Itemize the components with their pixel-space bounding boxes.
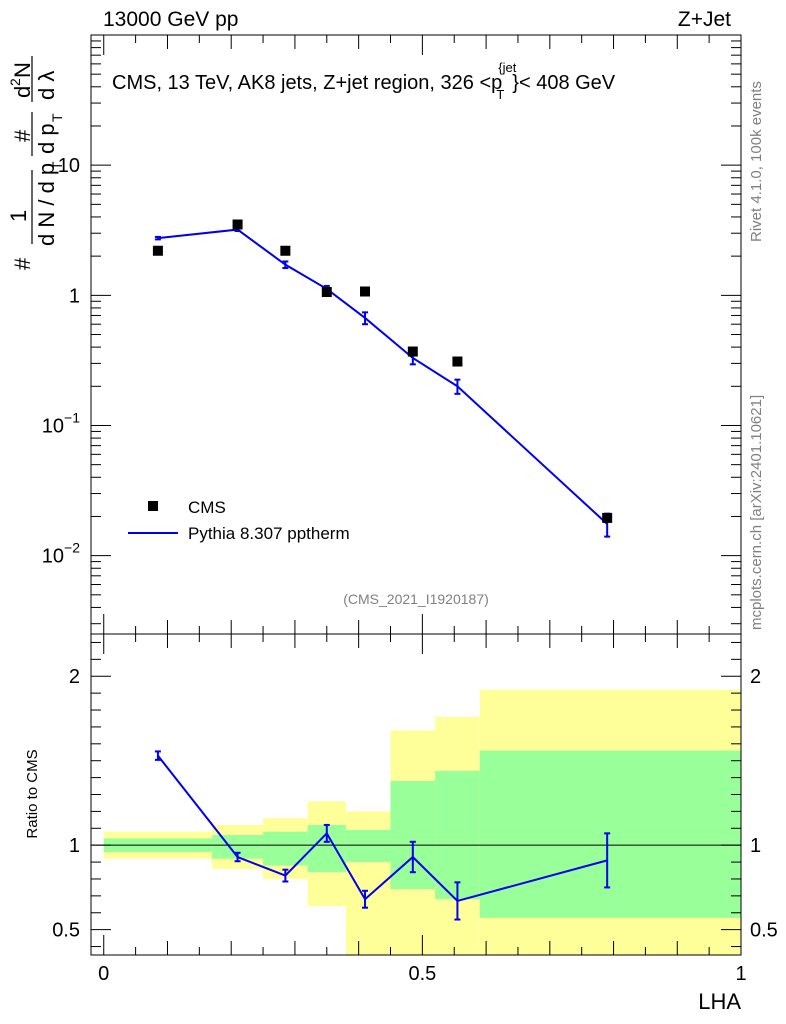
lower-ytick-label-right-2: 2 — [750, 666, 761, 688]
green-band-6 — [435, 770, 480, 900]
upper-ylabel: # 1 d N / d p T # d p T d 2 N d λ — [6, 56, 65, 270]
header-right: Z+Jet — [678, 8, 731, 31]
ratio-line — [157, 755, 608, 903]
plot-title-suffix: }< 408 GeV — [512, 72, 616, 94]
legend: CMS Pythia 8.307 pptherm — [128, 498, 350, 543]
plot-title-sub: T — [496, 87, 504, 102]
lower-ylabel: Ratio to CMS — [24, 749, 41, 838]
x-tick-label-2: 1 — [735, 963, 746, 985]
header-left: 13000 GeV pp — [103, 8, 238, 31]
cms-point-0 — [152, 245, 163, 256]
ylabel-top-den: d λ — [34, 71, 59, 100]
plot-title-prefix: CMS, 13 TeV, AK8 jets, Z+jet region, 326… — [112, 72, 502, 94]
upper-ytick-label-0: 10 — [58, 155, 80, 177]
ylabel-den: d N / d p — [34, 163, 59, 246]
cms-point-7 — [602, 512, 613, 523]
ylabel-num-hash: # — [10, 129, 35, 142]
lower-ytick-label-right-1: 1 — [750, 835, 761, 857]
cms-point-5 — [407, 346, 418, 357]
lower-ytick-label-left-0: 0.5 — [52, 920, 80, 942]
cms-point-2 — [280, 245, 291, 256]
ylabel-one: 1 — [6, 210, 31, 222]
ylabel-num-sub: T — [49, 113, 65, 122]
side-label-top: Rivet 4.1.0, 100k events — [748, 81, 765, 242]
ylabel-den-sub: T — [49, 161, 65, 170]
side-label-bottom: mcplots.cern.ch [arXiv:2401.10621] — [748, 395, 765, 630]
lower-ytick-label-right-0: 0.5 — [750, 920, 778, 942]
analysis-tag: (CMS_2021_I1920187) — [343, 591, 489, 607]
x-axis-label: LHA — [698, 989, 741, 1014]
green-band-7 — [479, 750, 741, 918]
ylabel-top-n: N — [10, 62, 35, 78]
lower-ytick-label-left-1: 1 — [69, 835, 80, 857]
ylabel-num-d: d p — [34, 123, 59, 154]
plot-title: CMS, 13 TeV, AK8 jets, Z+jet region, 326… — [112, 60, 616, 102]
lower-plot: 0 0.5 10.5 0.51 12 2 — [52, 633, 778, 985]
plot-title-sup: {jet — [498, 60, 516, 75]
cms-point-3 — [321, 287, 332, 298]
pythia-line — [157, 228, 608, 525]
upper-ytick-label-3: 10−2 — [42, 540, 80, 568]
upper-frame — [90, 34, 742, 635]
cms-point-6 — [452, 356, 463, 367]
lower-ytick-label-left-2: 2 — [69, 666, 80, 688]
upper-plot: 10 1 10−1 10−2 — [42, 34, 742, 635]
upper-ytick-label-2: 10−1 — [42, 409, 80, 437]
legend-pythia-label: Pythia 8.307 pptherm — [188, 524, 350, 543]
x-tick-label-0: 0 — [98, 963, 109, 985]
cms-point-1 — [232, 219, 243, 230]
legend-cms-label: CMS — [188, 498, 226, 517]
green-band-4 — [345, 829, 391, 863]
ylabel-hash: # — [10, 257, 35, 270]
ylabel-top-d: d — [10, 86, 35, 98]
x-tick-label-1: 0.5 — [408, 963, 436, 985]
cms-point-4 — [360, 286, 371, 297]
upper-ytick-label-1: 1 — [69, 285, 80, 307]
ylabel-top-sup: 2 — [7, 78, 23, 86]
legend-cms-marker — [148, 501, 158, 511]
